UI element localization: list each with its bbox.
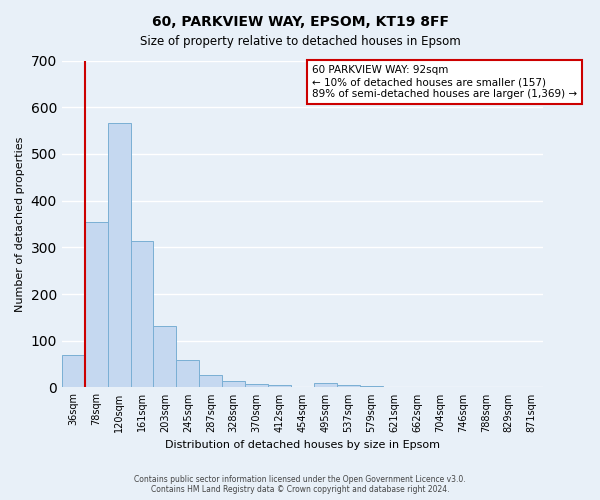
Bar <box>337 385 360 388</box>
Bar <box>199 375 222 388</box>
Bar <box>268 385 291 388</box>
Y-axis label: Number of detached properties: Number of detached properties <box>15 136 25 312</box>
Bar <box>131 241 154 388</box>
Bar <box>85 222 107 388</box>
Bar <box>360 386 383 388</box>
Bar <box>107 122 131 388</box>
Bar <box>245 384 268 388</box>
Text: 60 PARKVIEW WAY: 92sqm
← 10% of detached houses are smaller (157)
89% of semi-de: 60 PARKVIEW WAY: 92sqm ← 10% of detached… <box>312 66 577 98</box>
Text: Contains HM Land Registry data © Crown copyright and database right 2024.: Contains HM Land Registry data © Crown c… <box>151 484 449 494</box>
Bar <box>154 326 176 388</box>
Bar <box>62 354 85 388</box>
Bar <box>314 383 337 388</box>
Text: 60, PARKVIEW WAY, EPSOM, KT19 8FF: 60, PARKVIEW WAY, EPSOM, KT19 8FF <box>151 15 449 29</box>
X-axis label: Distribution of detached houses by size in Epsom: Distribution of detached houses by size … <box>165 440 440 450</box>
Text: Size of property relative to detached houses in Epsom: Size of property relative to detached ho… <box>140 35 460 48</box>
Bar <box>176 360 199 388</box>
Text: Contains public sector information licensed under the Open Government Licence v3: Contains public sector information licen… <box>134 474 466 484</box>
Bar <box>222 381 245 388</box>
